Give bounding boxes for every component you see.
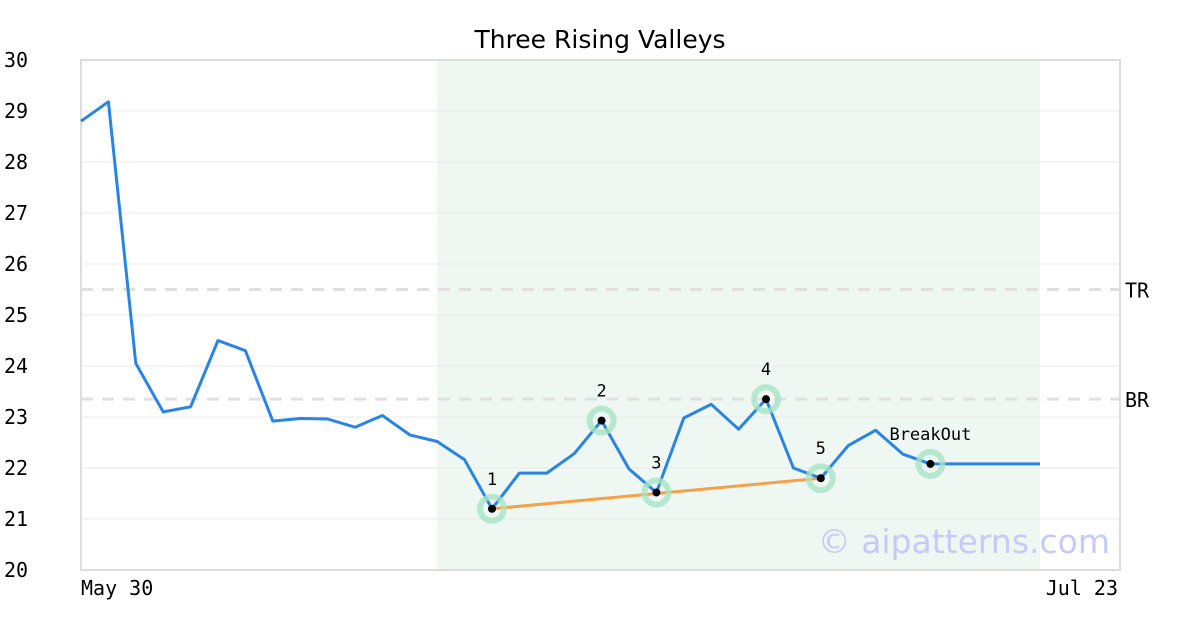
pattern-point-label-3: 3 [651, 453, 661, 473]
pattern-point-label-5: 5 [816, 439, 826, 459]
y-tick-label: 26 [4, 252, 28, 276]
pattern-point-3 [652, 488, 661, 497]
level-label-tr: TR [1125, 279, 1150, 303]
y-tick-label: 23 [4, 405, 28, 429]
y-tick-label: 25 [4, 303, 28, 327]
pattern-point-1 [488, 504, 496, 513]
level-label-br: BR [1125, 388, 1150, 412]
pattern-point-breakout [926, 459, 935, 468]
y-tick-label: 29 [4, 99, 28, 123]
y-tick-label: 28 [4, 150, 28, 174]
y-tick-label: 22 [4, 456, 28, 480]
pattern-point-halo-2 [586, 405, 617, 436]
pattern-point-halo-breakout [915, 448, 946, 479]
pattern-point-label-breakout: BreakOut [889, 425, 971, 445]
pattern-point-label-1: 1 [487, 470, 497, 490]
y-tick-label: 24 [4, 354, 28, 378]
pattern-point-halo-5 [805, 463, 836, 494]
y-tick-label: 21 [4, 507, 28, 531]
pattern-point-5 [816, 474, 825, 483]
y-tick-label: 27 [4, 201, 28, 225]
pattern-point-2 [597, 416, 606, 425]
pattern-point-halo-1 [477, 493, 507, 524]
pattern-point-label-4: 4 [761, 360, 771, 380]
y-tick-label: 20 [4, 558, 28, 582]
watermark: © aipatterns.com [818, 522, 1110, 561]
chart-title: Three Rising Valleys [473, 25, 725, 54]
plot-frame [80, 59, 1121, 571]
x-tick-label: May 30 [81, 576, 153, 600]
x-tick-label: Jul 23 [1046, 576, 1118, 600]
pattern-point-halo-4 [751, 384, 781, 415]
y-tick-label: 30 [4, 48, 28, 72]
price-line [80, 100, 1040, 511]
pattern-point-4 [762, 395, 770, 404]
pattern-point-label-2: 2 [596, 382, 606, 402]
pattern-point-halo-3 [641, 477, 672, 508]
